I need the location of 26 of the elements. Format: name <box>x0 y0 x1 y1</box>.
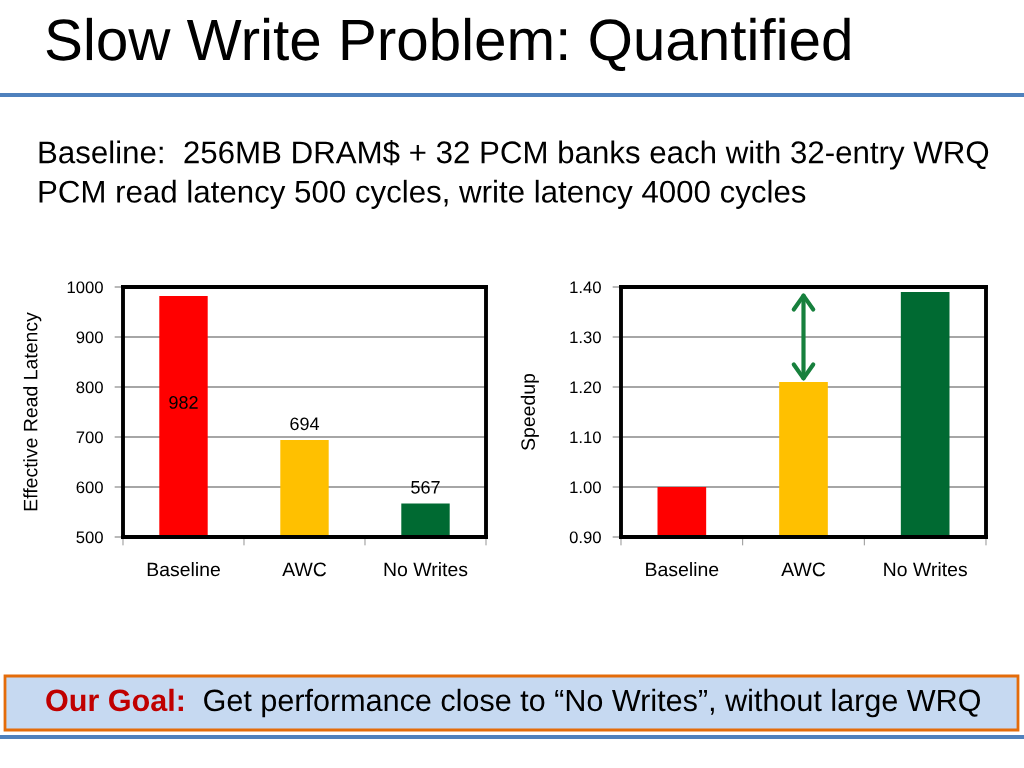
y-tick-label: 700 <box>76 431 103 444</box>
y-tick-label: 1.30 <box>570 331 601 344</box>
y-axis-title: Speedup <box>520 373 539 451</box>
y-tick-label: 600 <box>76 481 103 494</box>
x-tick-label: AWC <box>781 562 826 577</box>
x-tick-label: No Writes <box>384 562 468 577</box>
y-axis-title: Effective Read Latency <box>23 312 42 511</box>
data-label: 567 <box>411 480 440 494</box>
x-tick-label: Baseline <box>646 562 719 577</box>
y-tick-label: 900 <box>76 331 103 344</box>
y-tick-label: 1.10 <box>570 431 601 444</box>
chart-title: Slow Write Problem: Quantified <box>46 17 850 72</box>
y-tick-label: 0.90 <box>569 531 601 544</box>
text: Our Goal: Get performance close to “No Writes”, without large WRQ <box>46 688 981 718</box>
x-tick-label: Baseline <box>147 562 220 577</box>
y-tick-label: 1.40 <box>570 281 601 294</box>
x-tick-label: No Writes <box>884 562 967 577</box>
data-label: 694 <box>290 417 320 431</box>
y-tick-label: 1.00 <box>570 481 601 494</box>
y-tick-label: 1000 <box>67 281 103 294</box>
y-tick-label: 500 <box>76 531 103 544</box>
y-tick-label: 1.20 <box>570 381 601 394</box>
data-label: 982 <box>169 396 198 409</box>
chart-subtitle: Baseline: 256MB DRAM$ + 32 PCM banks each with 32-entry WRQ PCM read latency 500 cycles, write latency 4000 cycles <box>39 140 989 209</box>
y-tick-label: 800 <box>76 381 103 394</box>
x-tick-label: AWC <box>282 562 327 577</box>
